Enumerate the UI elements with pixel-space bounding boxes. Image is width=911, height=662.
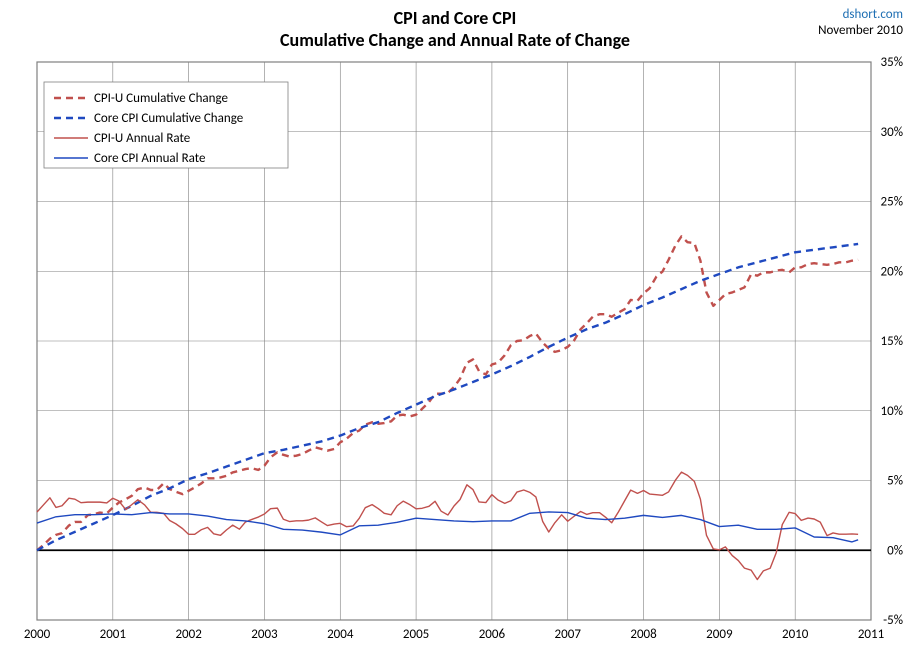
chart-container: 2000 2001 2002 2003 2004 2005 2006 2007 2008 2009…	[0, 0, 911, 662]
x-tick-label: 2002	[175, 627, 202, 642]
legend-label: Core CPI Annual Rate	[94, 151, 205, 166]
chart-title-line1: CPI and Core CPI	[394, 7, 517, 29]
x-tick-label: 2009	[706, 627, 733, 642]
legend-label: CPI-U Annual Rate	[94, 131, 190, 146]
y-tick-label: 25%	[881, 195, 903, 210]
y-tick-label: 5%	[887, 474, 903, 489]
x-tick-label: 2006	[479, 627, 506, 642]
chart-title-line2: Cumulative Change and Annual Rate of Cha…	[280, 29, 630, 51]
y-tick-label: 35%	[881, 55, 903, 70]
chart-svg: 2000 2001 2002 2003 2004 2005 2006 2007 2008 2009…	[0, 0, 911, 662]
attribution: dshort.com	[843, 7, 903, 22]
x-tick-label: 2005	[403, 627, 429, 642]
y-tick-label: 10%	[881, 404, 903, 419]
legend-label: CPI-U Cumulative Change	[94, 91, 228, 106]
x-tick-label: 2008	[630, 627, 657, 642]
x-tick-label: 2007	[555, 627, 582, 642]
y-tick-label: 30%	[881, 125, 903, 140]
x-tick-label: 2010	[782, 627, 809, 642]
x-tick-label: 2001	[100, 627, 126, 642]
y-tick-label: 15%	[881, 334, 903, 349]
x-tick-label: 2011	[858, 627, 884, 642]
date-label: November 2010	[818, 23, 903, 38]
x-tick-label: 2004	[327, 627, 354, 642]
x-tick-label: 2000	[24, 627, 51, 642]
x-tick-label: 2003	[251, 627, 278, 642]
y-tick-label: 0%	[887, 543, 903, 558]
y-tick-label: -5%	[883, 613, 903, 628]
legend-label: Core CPI Cumulative Change	[94, 111, 243, 126]
y-tick-label: 20%	[881, 264, 903, 279]
